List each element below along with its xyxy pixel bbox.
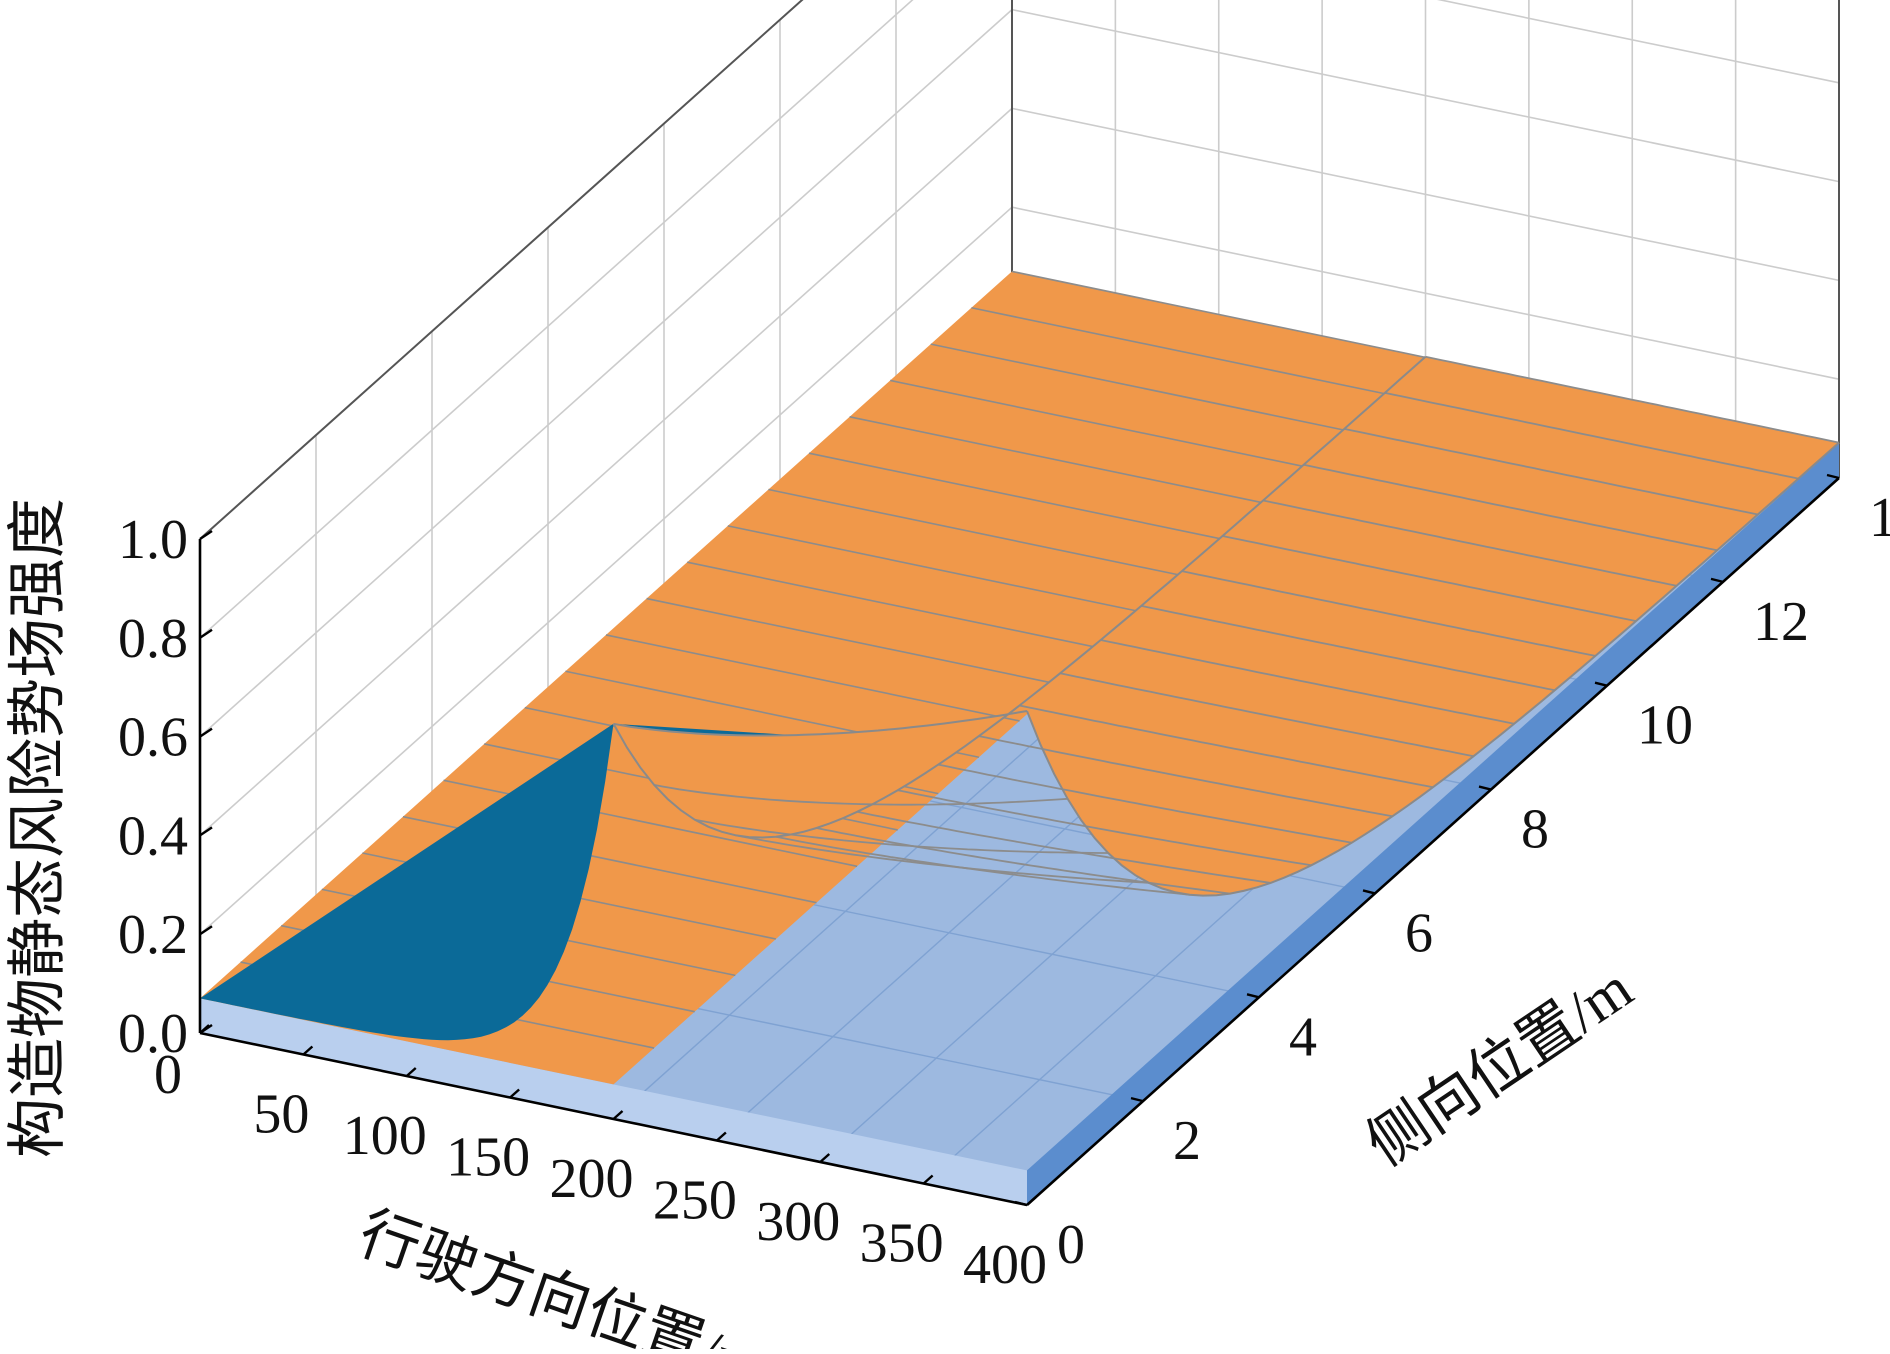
x-tick-mark xyxy=(302,1045,314,1056)
grid-line-sidewall-z xyxy=(1011,206,1840,380)
surface-edge-ridge xyxy=(613,710,1028,737)
surface-contour-line xyxy=(938,763,1352,844)
y-tick-mark xyxy=(1246,993,1260,999)
surface-contour-line xyxy=(1384,392,1799,480)
z-tick-label: 0.2 xyxy=(118,904,188,966)
x-tick-mark xyxy=(1026,1196,1037,1206)
y-tick-mark xyxy=(1478,785,1492,791)
z-tick-mark xyxy=(199,826,213,837)
x-tick-label: 350 xyxy=(860,1213,944,1275)
surface-contour-plateau xyxy=(1011,270,1426,359)
z-axis-label: 构造物静态风险势场强度 xyxy=(5,498,71,1158)
surface-edge-start xyxy=(612,356,1427,839)
y-tick-label: 12 xyxy=(1753,591,1809,653)
surface-contour-line xyxy=(1262,499,1677,587)
box-edge xyxy=(199,0,804,540)
x-tick-label: 300 xyxy=(756,1191,840,1253)
surface-contour-plateau xyxy=(890,379,1304,468)
z-tick-mark xyxy=(199,925,213,936)
grid-layer xyxy=(199,0,1840,1034)
y-tick-mark xyxy=(1014,1200,1028,1207)
x-tick-mark xyxy=(199,1024,210,1034)
x-tick-label: 50 xyxy=(253,1084,309,1146)
y-tick-mark xyxy=(1594,681,1608,687)
surface-edge-end xyxy=(1026,441,1840,897)
surface-contour-line xyxy=(1181,570,1596,657)
grid-line-backwall-z xyxy=(199,0,914,639)
surface-contour-line xyxy=(1141,605,1555,692)
y-tick-label: 6 xyxy=(1405,902,1433,964)
y-tick-mark xyxy=(1130,1096,1144,1103)
z-tick-mark xyxy=(199,727,213,738)
floor-front-face xyxy=(200,998,1027,1205)
y-tick-label: 2 xyxy=(1173,1110,1201,1172)
surface-layer xyxy=(200,270,1840,1085)
z-tick-label: 1.0 xyxy=(118,509,188,571)
x-tick-mark xyxy=(509,1088,520,1099)
surface-contour-line xyxy=(1059,672,1474,758)
grid-line-backwall-z xyxy=(199,206,1013,935)
surface-contour-line xyxy=(1100,639,1515,725)
z-tick-label: 0.0 xyxy=(118,1003,188,1065)
surface-contour-line xyxy=(775,835,1190,896)
x-tick-mark xyxy=(716,1131,727,1142)
surface-contour-line xyxy=(978,735,1393,818)
surface-contour-plateau xyxy=(808,452,1223,540)
y-tick-label: 4 xyxy=(1289,1006,1317,1068)
y-tick-label: 0 xyxy=(1057,1214,1085,1276)
axis-line xyxy=(1026,477,1840,1206)
surface-contour-plateau xyxy=(849,416,1264,504)
grid-line-sidewall-z xyxy=(1436,0,1840,84)
surface-contour-plateau xyxy=(646,597,1061,686)
surface-contour-line xyxy=(856,810,1271,884)
x-tick-mark xyxy=(612,1110,624,1120)
y-tick-label: 14 xyxy=(1869,487,1890,549)
grid-line-backwall-z xyxy=(199,9,1013,738)
y-tick-label: 10 xyxy=(1637,695,1693,757)
x-tick-mark xyxy=(922,1174,934,1185)
floor-side-face xyxy=(1027,443,1839,1205)
z-tick-label: 0.8 xyxy=(118,608,188,670)
z-tick-mark xyxy=(199,530,213,540)
surface-contour-line xyxy=(694,818,1109,854)
x-tick-label: 400 xyxy=(963,1234,1047,1296)
y-tick-mark xyxy=(1826,473,1840,480)
surface-contour-plateau xyxy=(768,488,1183,577)
surface-contour-line xyxy=(1344,428,1758,516)
surface-contour-plateau xyxy=(687,561,1101,650)
grid-line-backwall-z xyxy=(199,107,1013,836)
x-tick-label: 0 xyxy=(154,1044,182,1106)
y-axis-label: 侧向位置/m xyxy=(1355,954,1643,1178)
grid-line-sidewall-z xyxy=(1011,107,1840,282)
y-tick-mark xyxy=(1362,889,1376,895)
surface-contour-line xyxy=(816,827,1231,895)
y-tick-mark xyxy=(1710,577,1724,584)
grid-line-sidewall-z xyxy=(1011,8,1840,183)
surface-contour-plateau xyxy=(605,634,1020,722)
x-tick-label: 100 xyxy=(343,1105,427,1167)
z-tick-mark xyxy=(199,628,213,639)
surface-contour-line xyxy=(1019,704,1434,789)
surface-main xyxy=(613,356,1839,896)
x-tick-label: 250 xyxy=(653,1170,737,1232)
x-tick-mark xyxy=(819,1153,831,1163)
x-tick-label: 150 xyxy=(446,1127,530,1189)
z-tick-label: 0.4 xyxy=(118,805,188,867)
x-tick-label: 200 xyxy=(550,1148,634,1210)
z-tick-label: 0.6 xyxy=(118,707,188,769)
surface-contour-line xyxy=(1425,355,1840,444)
surface-contour-plateau xyxy=(930,343,1345,431)
surface-contour-line xyxy=(897,789,1312,867)
surface-contour-plateau xyxy=(971,306,1386,395)
surface-contour-line xyxy=(1222,535,1637,622)
surface-contour-line xyxy=(1303,463,1718,552)
surface-contour-line xyxy=(653,784,1068,806)
y-tick-label: 8 xyxy=(1521,799,1549,861)
surface-contour-plateau xyxy=(727,525,1142,613)
x-tick-mark xyxy=(405,1067,417,1077)
